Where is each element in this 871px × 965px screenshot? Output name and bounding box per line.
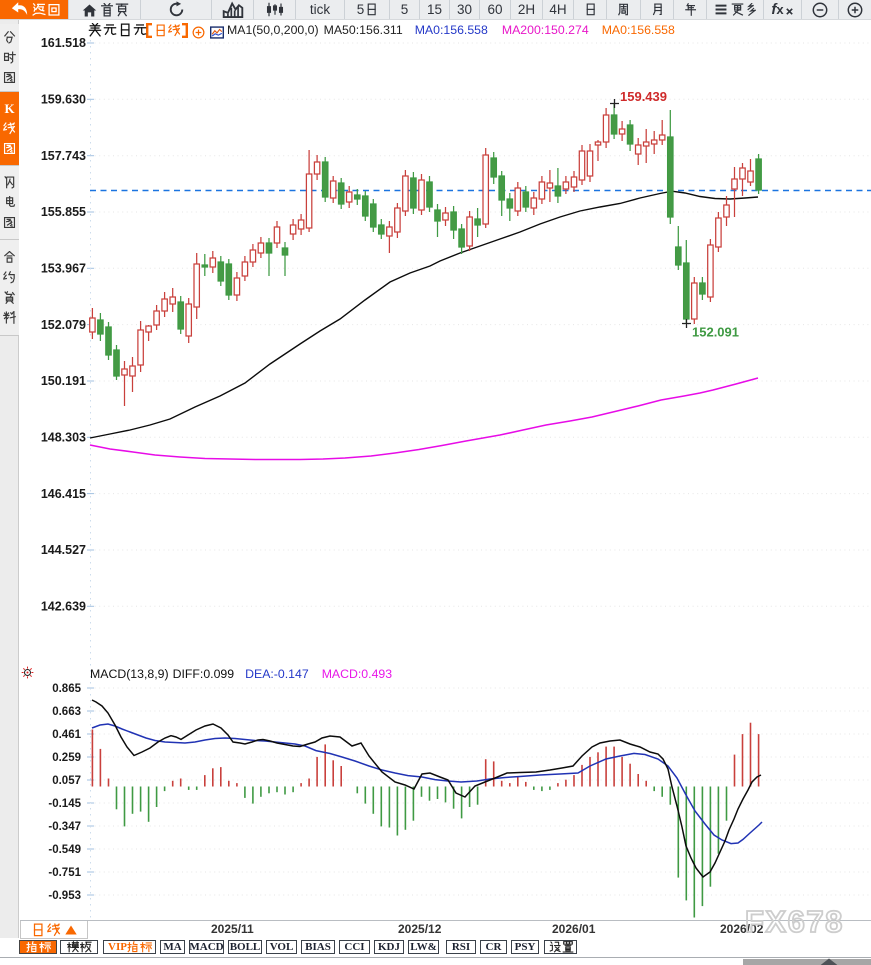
- svg-text:0.461: 0.461: [52, 729, 81, 741]
- svg-text:152.091: 152.091: [692, 325, 739, 340]
- svg-text:150.191: 150.191: [41, 374, 86, 388]
- svg-text:-0.953: -0.953: [48, 890, 81, 902]
- svg-text:157.743: 157.743: [41, 149, 86, 163]
- svg-text:155.855: 155.855: [41, 205, 86, 219]
- svg-text:148.303: 148.303: [41, 431, 86, 445]
- svg-text:0.259: 0.259: [52, 752, 81, 764]
- svg-text:0.057: 0.057: [52, 775, 81, 787]
- svg-text:142.639: 142.639: [41, 600, 86, 614]
- svg-text:159.630: 159.630: [41, 93, 86, 107]
- svg-text:144.527: 144.527: [41, 543, 86, 557]
- svg-text:-0.347: -0.347: [48, 821, 81, 833]
- svg-text:-0.549: -0.549: [48, 844, 81, 856]
- svg-text:159.439: 159.439: [620, 89, 667, 104]
- svg-text:153.967: 153.967: [41, 262, 86, 276]
- svg-text:0.865: 0.865: [52, 683, 81, 695]
- svg-text:152.079: 152.079: [41, 318, 86, 332]
- svg-text:0.663: 0.663: [52, 706, 81, 718]
- svg-text:146.415: 146.415: [41, 487, 86, 501]
- svg-text:-0.145: -0.145: [48, 798, 81, 810]
- svg-text:-0.751: -0.751: [48, 867, 81, 879]
- svg-text:161.518: 161.518: [41, 36, 86, 50]
